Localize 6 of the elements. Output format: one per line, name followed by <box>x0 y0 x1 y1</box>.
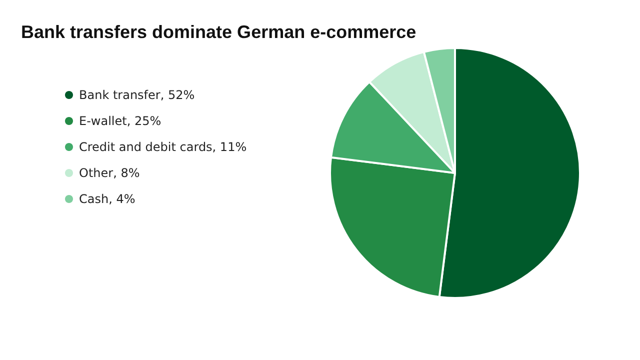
chart-title: Bank transfers dominate German e-commerce <box>21 22 416 42</box>
legend-label: Credit and debit cards, 11% <box>79 140 247 154</box>
legend-label: Bank transfer, 52% <box>79 88 195 102</box>
legend-label: E-wallet, 25% <box>79 114 162 128</box>
legend-label: Other, 8% <box>79 166 140 180</box>
legend-label: Cash, 4% <box>79 192 136 206</box>
